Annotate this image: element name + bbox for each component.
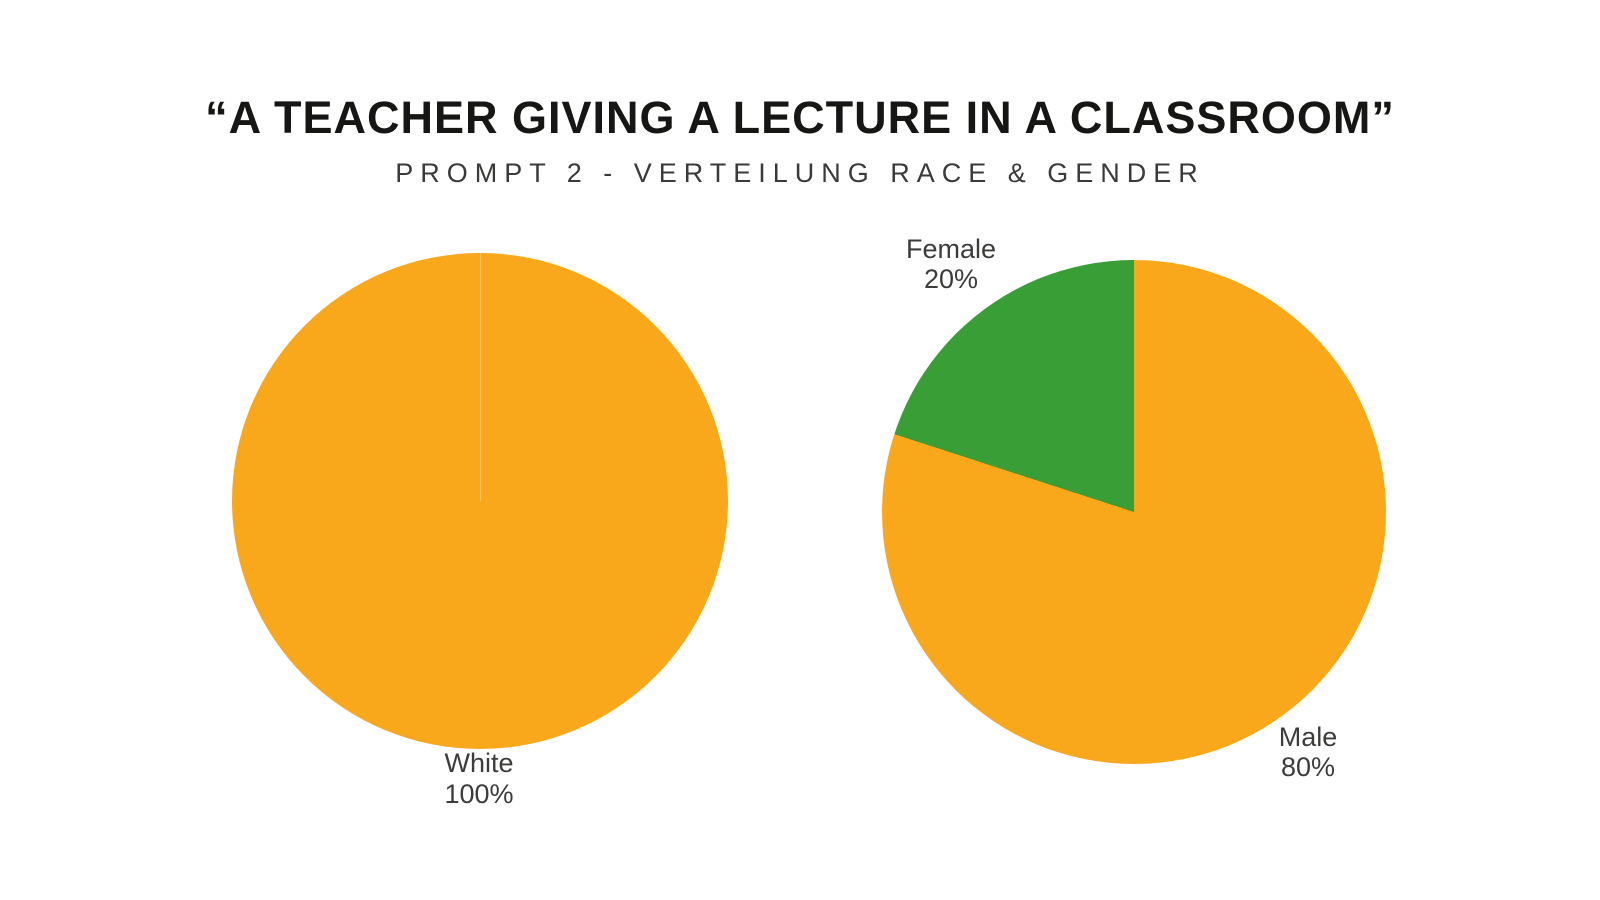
slice-label-female: Female 20% (906, 234, 996, 294)
slice-label-white-percent: 100% (444, 779, 514, 809)
chart-title: “A TEACHER GIVING A LECTURE IN A CLASSRO… (205, 92, 1395, 143)
slice-label-white: White 100% (444, 748, 513, 810)
pie-race-distribution (232, 253, 728, 749)
slice-label-male-percent: 80% (1280, 752, 1336, 782)
slice-label-male-name: Male (1278, 722, 1338, 752)
slice-label-white-name: White (444, 748, 514, 778)
slice-label-female-name: Female (905, 234, 997, 264)
chart-subtitle: PROMPT 2 - VERTEILUNG RACE & GENDER (395, 158, 1205, 188)
pie-gender-distribution (882, 260, 1386, 764)
slice-label-female-percent: 20% (923, 264, 979, 294)
slice-label-male: Male 80% (1279, 722, 1338, 782)
